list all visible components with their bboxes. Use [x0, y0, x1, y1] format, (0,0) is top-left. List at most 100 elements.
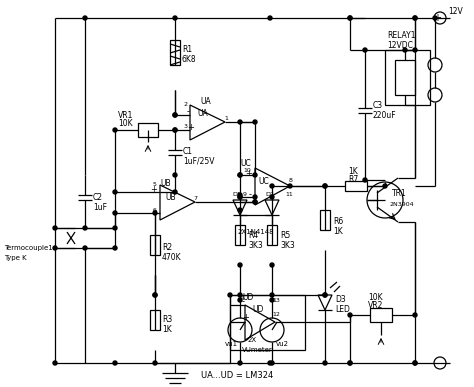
Text: D3: D3 [335, 296, 346, 305]
Bar [370, 308, 392, 322]
Text: LED: LED [335, 305, 350, 315]
Text: R2: R2 [162, 243, 172, 252]
Text: 1uF: 1uF [93, 202, 107, 212]
Text: RELAY1: RELAY1 [387, 31, 416, 39]
Text: R1: R1 [182, 46, 192, 55]
Text: R7: R7 [348, 175, 358, 185]
Circle shape [173, 128, 177, 132]
Text: 1K: 1K [333, 228, 343, 236]
Text: 2X1N4148: 2X1N4148 [238, 229, 274, 235]
Circle shape [348, 16, 352, 20]
Text: 12VDC: 12VDC [387, 41, 413, 50]
Circle shape [268, 361, 272, 365]
Circle shape [173, 128, 177, 132]
Circle shape [113, 246, 117, 250]
Text: 3K3: 3K3 [280, 240, 295, 250]
Text: 3: 3 [184, 125, 188, 130]
Circle shape [270, 195, 274, 199]
Text: VUmeter: VUmeter [242, 347, 273, 353]
Circle shape [323, 361, 327, 365]
Circle shape [113, 190, 117, 194]
Circle shape [253, 120, 257, 124]
Bar [395, 60, 415, 95]
Circle shape [238, 193, 242, 197]
Bar [138, 123, 158, 137]
Circle shape [173, 173, 177, 177]
Text: 7: 7 [193, 197, 197, 202]
Text: 2N3904: 2N3904 [390, 202, 415, 207]
Circle shape [363, 178, 367, 182]
Text: VR2: VR2 [368, 300, 383, 310]
Circle shape [270, 298, 274, 302]
Text: 3K3: 3K3 [248, 240, 263, 250]
Circle shape [253, 200, 257, 204]
Circle shape [270, 361, 274, 365]
Circle shape [363, 48, 367, 52]
Circle shape [238, 195, 242, 199]
Circle shape [253, 200, 257, 204]
Circle shape [53, 361, 57, 365]
Text: UD: UD [252, 305, 264, 315]
Text: 1uF/25V: 1uF/25V [183, 156, 215, 166]
Text: 220uF: 220uF [373, 111, 397, 120]
Circle shape [238, 298, 242, 302]
Text: 6K8: 6K8 [182, 55, 197, 65]
Circle shape [113, 211, 117, 215]
Text: –: – [435, 358, 439, 368]
Bar [150, 310, 160, 330]
Circle shape [238, 120, 242, 124]
Circle shape [113, 226, 117, 230]
Text: UA: UA [197, 108, 208, 118]
Circle shape [288, 184, 292, 188]
Bar [230, 295, 305, 350]
Text: 9: 9 [243, 192, 247, 197]
Circle shape [228, 293, 232, 297]
Text: R5: R5 [280, 231, 290, 240]
Text: R4: R4 [248, 231, 258, 240]
Text: UC: UC [240, 159, 251, 168]
Text: TR1: TR1 [392, 188, 407, 197]
Circle shape [413, 361, 417, 365]
Text: C2: C2 [93, 192, 103, 202]
Text: 12V: 12V [448, 7, 463, 17]
Text: 8: 8 [289, 178, 293, 183]
Circle shape [413, 313, 417, 317]
Text: 11: 11 [285, 192, 293, 197]
Bar [320, 210, 330, 230]
Text: +: + [150, 185, 157, 195]
Circle shape [238, 208, 242, 212]
Circle shape [253, 173, 257, 177]
Circle shape [83, 226, 87, 230]
Circle shape [383, 184, 387, 188]
Circle shape [403, 48, 407, 52]
Text: UD: UD [242, 293, 254, 301]
Circle shape [173, 113, 177, 117]
Bar [170, 40, 180, 65]
Circle shape [238, 173, 242, 177]
Text: UA: UA [200, 98, 211, 106]
Circle shape [238, 293, 242, 297]
Text: +: + [433, 13, 441, 23]
Text: 13: 13 [272, 298, 280, 303]
Circle shape [173, 16, 177, 20]
Circle shape [413, 361, 417, 365]
Text: 10K: 10K [118, 118, 133, 127]
Text: Type K: Type K [4, 255, 27, 261]
Circle shape [173, 190, 177, 194]
Circle shape [238, 195, 242, 199]
Circle shape [348, 361, 352, 365]
Circle shape [238, 173, 242, 177]
Circle shape [348, 313, 352, 317]
Circle shape [413, 48, 417, 52]
Text: -: - [242, 298, 245, 307]
Text: D2: D2 [265, 192, 274, 197]
Text: VR1: VR1 [118, 111, 133, 120]
Text: +: + [242, 313, 249, 322]
Text: 1K: 1K [348, 168, 358, 176]
Bar [385, 50, 430, 105]
Text: 12: 12 [272, 312, 280, 317]
Circle shape [348, 16, 352, 20]
Text: +: + [245, 168, 252, 178]
Circle shape [323, 184, 327, 188]
Circle shape [253, 195, 257, 199]
